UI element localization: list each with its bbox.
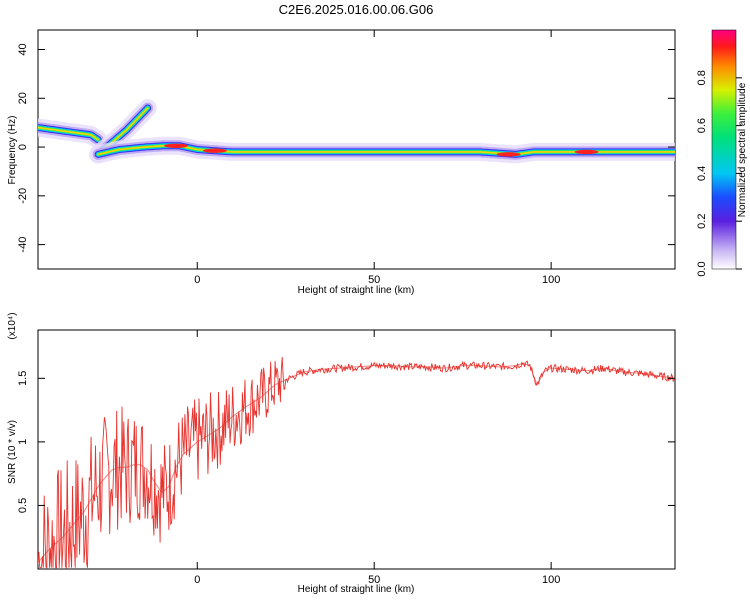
colorbar-gradient — [711, 29, 737, 270]
spectrogram-y-tick-label: 40 — [17, 43, 29, 55]
figure-title: C2E6.2025.016.00.06.G06 — [279, 2, 434, 17]
spectrogram-x-tick-label: 50 — [368, 274, 380, 286]
spectrogram-ridge — [38, 126, 99, 141]
spectrogram-y-tick-label: 0 — [17, 144, 29, 150]
spectrogram-hot-spot — [574, 149, 599, 155]
spectrogram-y-tick-label: -20 — [17, 188, 29, 204]
snr-x-tick-label: 50 — [368, 574, 380, 586]
snr-y-tick-label: 1.5 — [17, 371, 29, 386]
spectrogram-y-tick-label: -40 — [17, 237, 29, 253]
snr-marks — [38, 356, 675, 569]
colorbar: 0.0 0.2 0.4 0.6 0.8 Normalized spectral ampl… — [696, 29, 748, 277]
spectrogram-marks — [38, 99, 675, 164]
spectrogram-axes: 0 50 100 -40 -20 0 20 40 — [17, 30, 675, 286]
snr-y-multiplier: (x10⁴) — [7, 312, 18, 339]
colorbar-tick-label: 0.0 — [696, 261, 708, 276]
spectrogram-x-axis-label: Height of straight line (km) — [298, 285, 415, 296]
spectrogram-y-tick-label: 20 — [17, 92, 29, 104]
spectrogram-panel: 0 50 100 -40 -20 0 20 40 Height of straight lin… — [7, 29, 676, 296]
colorbar-label: Normalized spectral amplitude — [737, 82, 748, 217]
colorbar-ticks: 0.0 0.2 0.4 0.6 0.8 — [696, 70, 742, 277]
snr-y-tick-label: 0.5 — [17, 498, 29, 513]
snr-panel: 0 50 100 0.5 1 1.5 Height of straight line (k… — [7, 312, 676, 595]
colorbar-tick-label: 0.6 — [696, 118, 708, 133]
snr-y-tick-label: 1 — [17, 439, 29, 445]
snr-x-tick-label: 100 — [542, 574, 560, 586]
spectrogram-x-tick-label: 100 — [542, 274, 560, 286]
colorbar-tick-label: 0.8 — [696, 70, 708, 85]
spectrogram-y-axis-label: Frequency (Hz) — [7, 116, 18, 185]
colorbar-tick-label: 0.4 — [696, 166, 708, 181]
snr-axes: 0 50 100 0.5 1 1.5 — [17, 330, 675, 586]
snr-series-trend — [38, 362, 675, 563]
snr-y-axis-label: SNR (10 * v/v) — [7, 420, 18, 484]
spectrogram-x-tick-label: 0 — [194, 274, 200, 286]
spectrogram-hot-spot — [164, 143, 189, 149]
snr-x-tick-label: 0 — [194, 574, 200, 586]
spectrogram-hot-spot — [496, 152, 521, 157]
spectrogram-hot-spot — [202, 148, 227, 153]
snr-x-axis-label: Height of straight line (km) — [298, 584, 415, 595]
snr-plot-area — [37, 329, 676, 570]
colorbar-tick-label: 0.2 — [696, 214, 708, 229]
